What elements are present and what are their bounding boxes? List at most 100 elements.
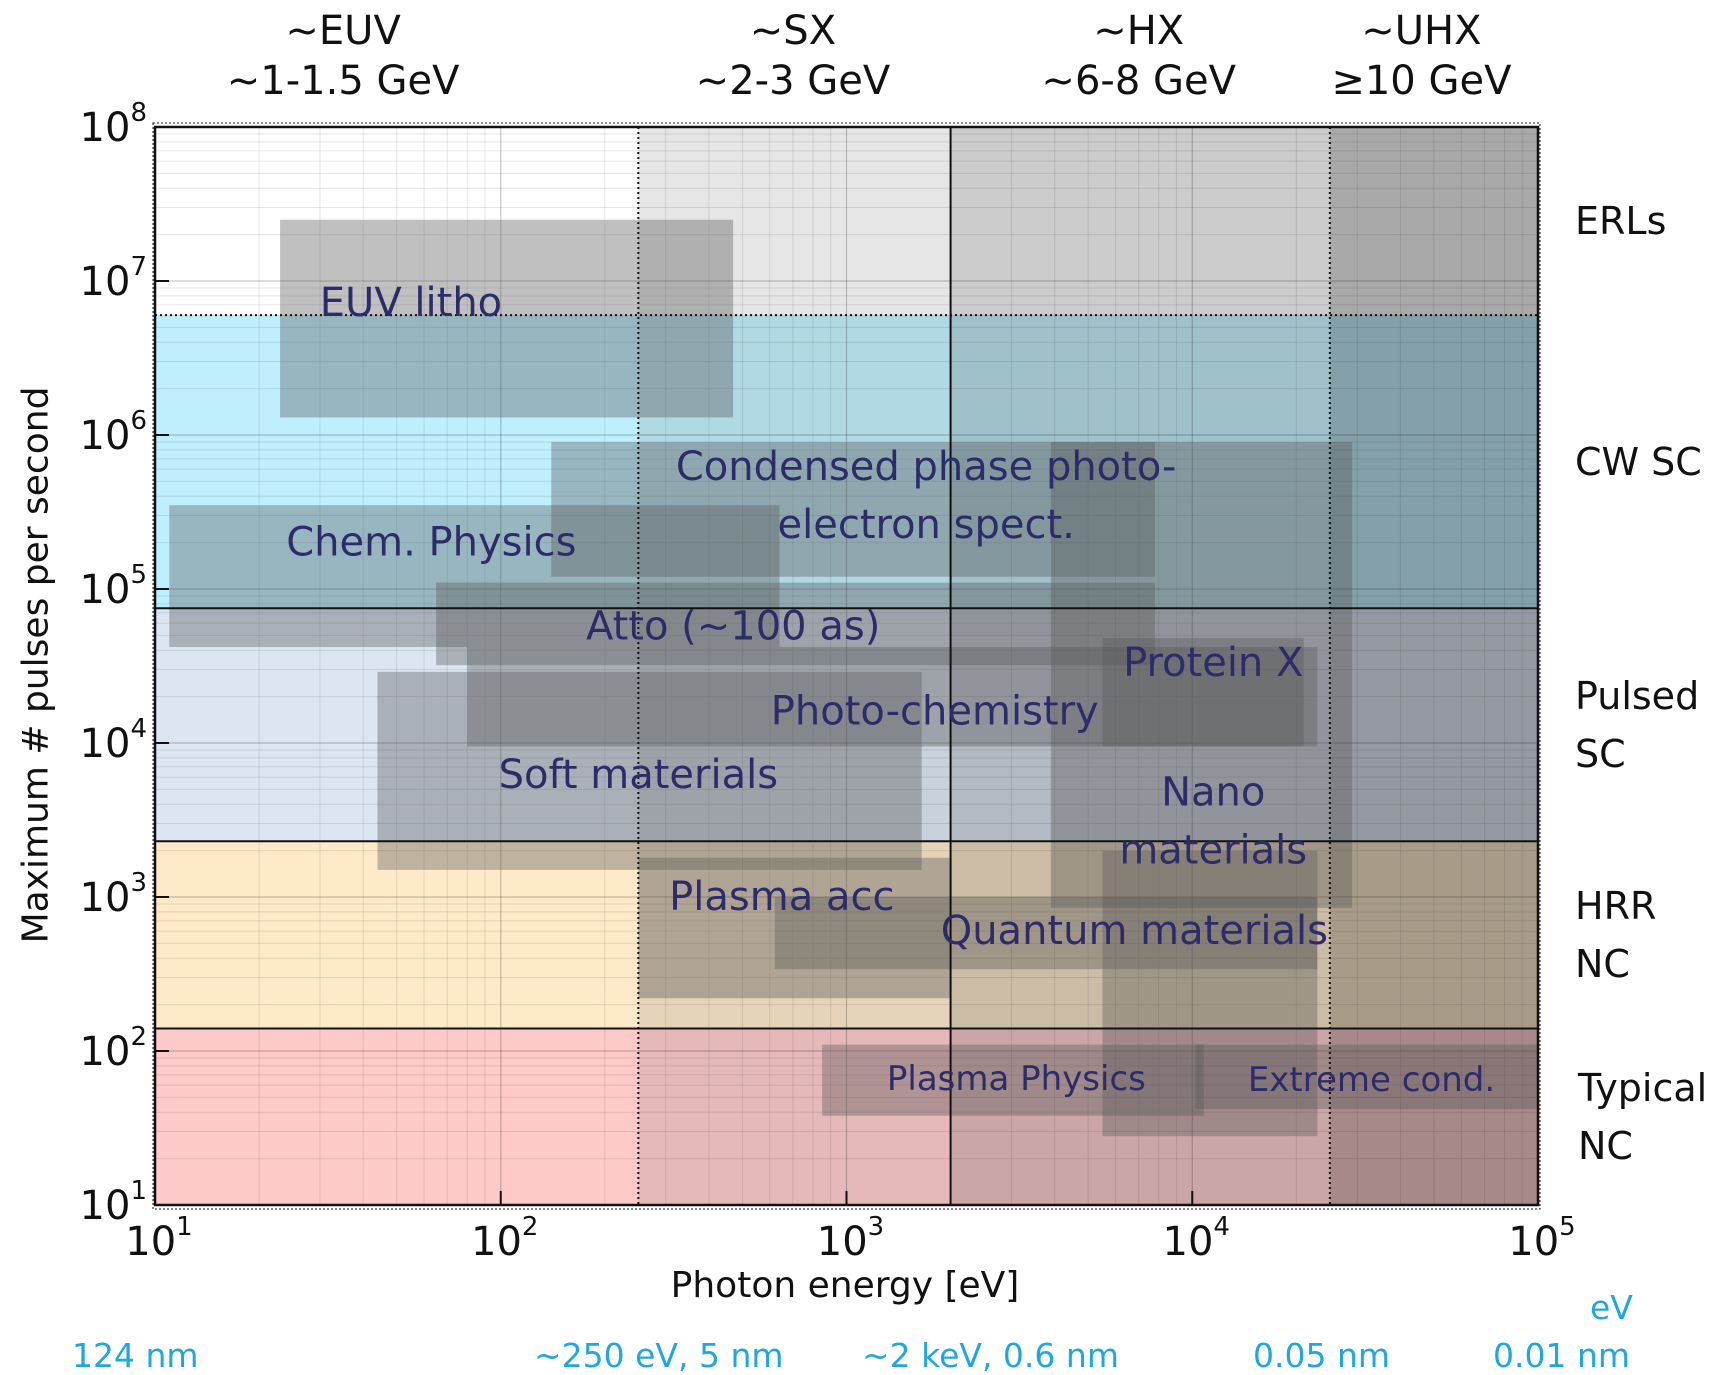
- x-tick-label-3-base: 10: [1163, 1219, 1214, 1265]
- application-label-1-line1: Chem. Physics: [286, 520, 576, 566]
- column-title-line1: ~SX: [749, 8, 837, 54]
- bottom-note-2: ~2 keV, 0.6 nm: [862, 1336, 1119, 1375]
- row-label-line1: Pulsed: [1575, 673, 1700, 718]
- y-tick-label-3: 104: [80, 714, 147, 767]
- application-label-7-line2: materials: [1119, 828, 1307, 874]
- application-label-3-line1: Atto (~100 as): [586, 604, 880, 650]
- x-tick-label-3-exponent: 4: [1213, 1212, 1230, 1242]
- extra-label-0: Extreme cond.: [1248, 1060, 1495, 1100]
- x-tick-label-2-exponent: 3: [868, 1212, 885, 1242]
- row-label-line2: SC: [1575, 731, 1626, 776]
- column-shade-1: [638, 127, 951, 1205]
- y-tick-label-6-exponent: 7: [130, 252, 147, 282]
- application-label-7-line1: Nano: [1161, 770, 1265, 816]
- y-tick-label-0: 101: [80, 1176, 147, 1229]
- bottom-note-0: 124 nm: [72, 1336, 199, 1375]
- y-tick-label-0-base: 10: [80, 1183, 131, 1229]
- row-label-line2: NC: [1578, 1123, 1633, 1168]
- row-band-2: [155, 608, 1538, 842]
- y-tick-label-7: 108: [80, 98, 147, 151]
- y-tick-label-1: 102: [80, 1022, 147, 1075]
- x-tick-label-1-base: 10: [471, 1219, 522, 1265]
- row-band-1: [155, 315, 1538, 609]
- y-tick-label-2-base: 10: [80, 875, 131, 921]
- application-box-7: [1050, 442, 1353, 908]
- y-tick-label-2: 103: [80, 868, 147, 921]
- application-label-9-line1: Quantum materials: [941, 908, 1328, 954]
- row-label-3: HRR NC: [1575, 877, 1656, 993]
- column-title-1: ~SX ~2-3 GeV: [643, 6, 943, 106]
- column-title-0: ~EUV ~1-1.5 GeV: [193, 6, 493, 106]
- application-labels-layer: EUV litho Chem. Physics Condensed phase ph…: [286, 280, 1495, 1100]
- row-label-line1: ERLs: [1575, 199, 1667, 244]
- application-box-9: [774, 897, 1318, 970]
- x-tick-label-4: 105: [1508, 1212, 1575, 1265]
- y-tick-label-2-exponent: 3: [130, 868, 147, 898]
- application-label-2-line1: Condensed phase photo-: [676, 444, 1177, 490]
- x-tick-label-0-exponent: 1: [176, 1212, 193, 1242]
- application-box-6: [377, 671, 922, 870]
- row-band-4: [155, 1028, 1538, 1205]
- x-tick-label-0: 101: [125, 1212, 192, 1265]
- column-title-3: ~UHX ≥10 GeV: [1271, 6, 1571, 106]
- plot-frame-outer: [152, 122, 1541, 1210]
- bottom-note-1: ~250 eV, 5 nm: [534, 1336, 784, 1375]
- row-band-0: [155, 127, 1538, 316]
- x-axis-label: Photon energy [eV]: [670, 1265, 1020, 1306]
- application-box-3: [436, 582, 1155, 666]
- application-label-6-line1: Soft materials: [499, 752, 778, 798]
- row-label-line1: Typical: [1578, 1065, 1708, 1110]
- rows-layer: [155, 127, 1538, 1205]
- application-label-10-line1: Plasma Physics: [887, 1059, 1146, 1099]
- x-tick-label-1: 102: [471, 1212, 538, 1265]
- y-tick-label-1-base: 10: [80, 1029, 131, 1075]
- row-label-line1: HRR: [1575, 883, 1657, 928]
- x-tick-label-4-exponent: 5: [1559, 1212, 1576, 1242]
- y-tick-label-5: 106: [80, 406, 147, 459]
- column-title-line1: ~HX: [1093, 8, 1185, 54]
- application-box-5: [467, 647, 1318, 747]
- columns-layer: [638, 127, 1538, 1205]
- bottom-note-fragment: eV: [1590, 1288, 1633, 1327]
- bottom-note-4: 0.01 nm: [1493, 1336, 1631, 1375]
- application-box-11: [1102, 850, 1318, 1137]
- application-box-1: [169, 505, 780, 648]
- y-tick-label-6: 107: [80, 252, 147, 305]
- application-label-4-line1: Protein X: [1123, 640, 1303, 686]
- y-tick-label-6-base: 10: [80, 259, 131, 305]
- application-label-8-line1: Plasma acc: [669, 874, 894, 920]
- column-title-line1: ~UHX: [1361, 8, 1482, 54]
- column-title-line2: ~2-3 GeV: [695, 58, 891, 104]
- row-label-line2: NC: [1575, 941, 1630, 986]
- column-shade-2: [950, 127, 1330, 1205]
- row-label-1: CW SC: [1575, 433, 1702, 491]
- application-label-5-line1: Photo-chemistry: [771, 689, 1099, 735]
- application-label-2-line2: electron spect.: [778, 502, 1075, 548]
- column-title-line2: ~1-1.5 GeV: [226, 58, 460, 104]
- y-tick-label-1-exponent: 2: [130, 1022, 147, 1052]
- row-label-0: ERLs: [1575, 192, 1666, 250]
- column-title-2: ~HX ~6-8 GeV: [989, 6, 1289, 106]
- application-box-10: [822, 1044, 1204, 1116]
- applications-layer: [169, 219, 1538, 1137]
- x-tick-label-3: 104: [1163, 1212, 1230, 1265]
- boundary-lines-layer: [152, 122, 1541, 1210]
- x-tick-label-4-base: 10: [1508, 1219, 1559, 1265]
- application-box-0: [280, 219, 734, 418]
- row-label-line1: CW SC: [1575, 439, 1702, 484]
- y-tick-label-4-exponent: 5: [130, 560, 147, 590]
- column-title-line2: ~6-8 GeV: [1041, 58, 1236, 104]
- x-tick-label-0-base: 10: [125, 1219, 176, 1265]
- column-title-line2: ≥10 GeV: [1331, 58, 1512, 104]
- column-shade-3: [1329, 127, 1538, 1205]
- y-tick-label-4-base: 10: [80, 567, 131, 613]
- row-band-3: [155, 841, 1538, 1029]
- application-box-12: [1195, 1044, 1538, 1110]
- application-box-8: [638, 857, 951, 999]
- application-label-0-line1: EUV litho: [320, 280, 502, 326]
- bottom-note-3: 0.05 nm: [1253, 1336, 1391, 1375]
- column-title-line1: ~EUV: [285, 8, 401, 54]
- grid-layer: [154, 126, 1539, 1206]
